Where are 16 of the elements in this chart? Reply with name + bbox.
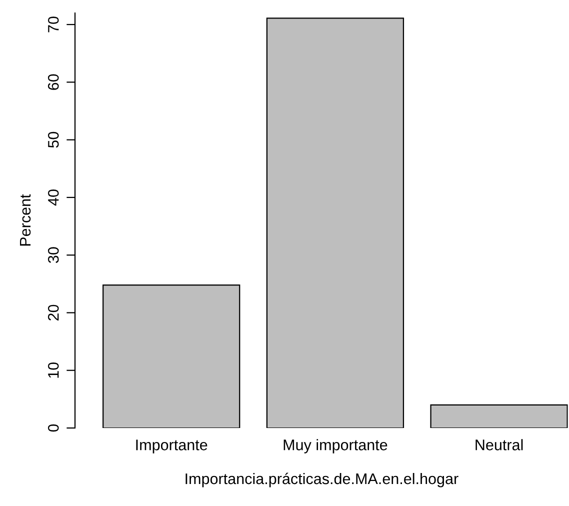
y-tick-label: 40: [48, 190, 59, 206]
x-tick-label: Importante: [136, 440, 208, 454]
y-axis-title: Percent: [20, 194, 31, 246]
bar: [266, 18, 404, 428]
x-tick-label: Neutral: [476, 439, 523, 450]
y-tick-label: 0: [48, 424, 59, 432]
y-tick-label: 60: [48, 74, 59, 90]
x-tick-label: Muy importante: [284, 439, 388, 454]
x-axis-title: Importancia.prácticas.de.MA.en.el.hogar: [186, 472, 458, 488]
y-tick-label: 50: [48, 132, 59, 148]
y-tick-label: 30: [48, 247, 59, 263]
y-tick-label: 70: [48, 16, 59, 32]
bar: [102, 284, 240, 428]
y-tick-label: 10: [48, 362, 59, 378]
bar: [430, 404, 568, 428]
y-tick-label: 20: [48, 304, 59, 320]
